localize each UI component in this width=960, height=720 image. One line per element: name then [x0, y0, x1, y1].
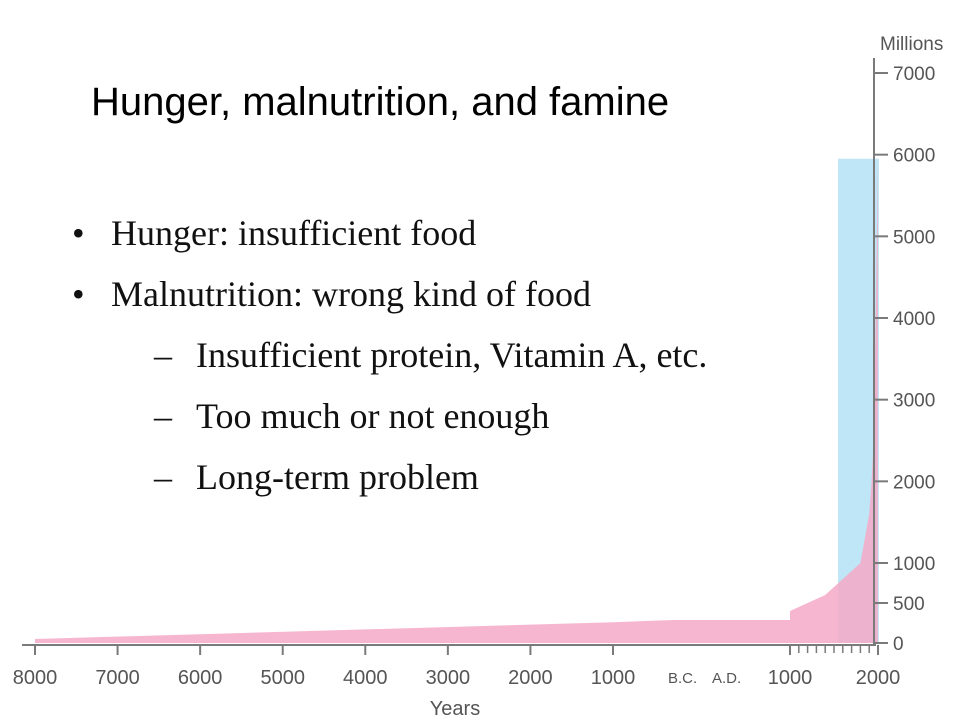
y-axis-label: Millions	[880, 34, 943, 55]
era-label-ad: A.D.	[712, 670, 741, 687]
y-tick-label: 2000	[893, 472, 935, 493]
era-label-bc: B.C.	[668, 670, 697, 687]
x-tick-label: 6000	[178, 667, 223, 689]
bullet-text: Insufficient protein, Vitamin A, etc.	[196, 335, 708, 375]
title-background	[78, 72, 798, 136]
x-tick-label: 5000	[260, 667, 305, 689]
x-tick-label: 1000	[591, 667, 636, 689]
y-tick-label: 0	[893, 634, 904, 655]
x-tick-label: 4000	[343, 667, 388, 689]
bullet-item: – Long-term problem	[72, 456, 707, 517]
bullet-text: Too much or not enough	[196, 396, 550, 436]
y-tick-label: 7000	[893, 64, 935, 85]
x-ticks: 8000 7000 6000 5000 4000 3000 2000 1000 1000 2000	[13, 645, 901, 689]
bullet-text: Malnutrition: wrong kind of food	[111, 274, 591, 314]
bullet-item: – Too much or not enough	[72, 395, 707, 456]
x-tick-label: 2000	[856, 667, 901, 689]
x-axis-label: Years	[430, 698, 480, 720]
x-tick-label: 8000	[13, 667, 58, 689]
bullet-dash: –	[154, 457, 172, 497]
y-tick-label: 1000	[893, 554, 935, 575]
y-ticks: 0 500 1000 2000 3000 4000 5000 6000 7000	[874, 64, 935, 655]
y-tick-label: 3000	[893, 391, 935, 412]
slide-title: Hunger, malnutrition, and famine	[91, 80, 670, 124]
x-tick-label: 1000	[768, 667, 813, 689]
bullet-dash: –	[154, 335, 172, 375]
bullet-item: Hunger: insufficient food	[72, 212, 707, 273]
bullet-item: – Insufficient protein, Vitamin A, etc.	[72, 334, 707, 395]
y-tick-label: 500	[893, 594, 925, 615]
y-tick-label: 4000	[893, 309, 935, 330]
bullet-text: Hunger: insufficient food	[111, 213, 477, 253]
bullet-item: Malnutrition: wrong kind of food	[72, 273, 707, 334]
x-tick-label: 7000	[95, 667, 140, 689]
y-tick-label: 5000	[893, 227, 935, 248]
y-tick-label: 6000	[893, 146, 935, 167]
bullet-list: Hunger: insufficient food Malnutrition: w…	[72, 212, 707, 517]
x-tick-label: 2000	[508, 667, 553, 689]
bullet-text: Long-term problem	[196, 457, 479, 497]
bullet-dash: –	[154, 396, 172, 436]
x-tick-label: 3000	[426, 667, 471, 689]
